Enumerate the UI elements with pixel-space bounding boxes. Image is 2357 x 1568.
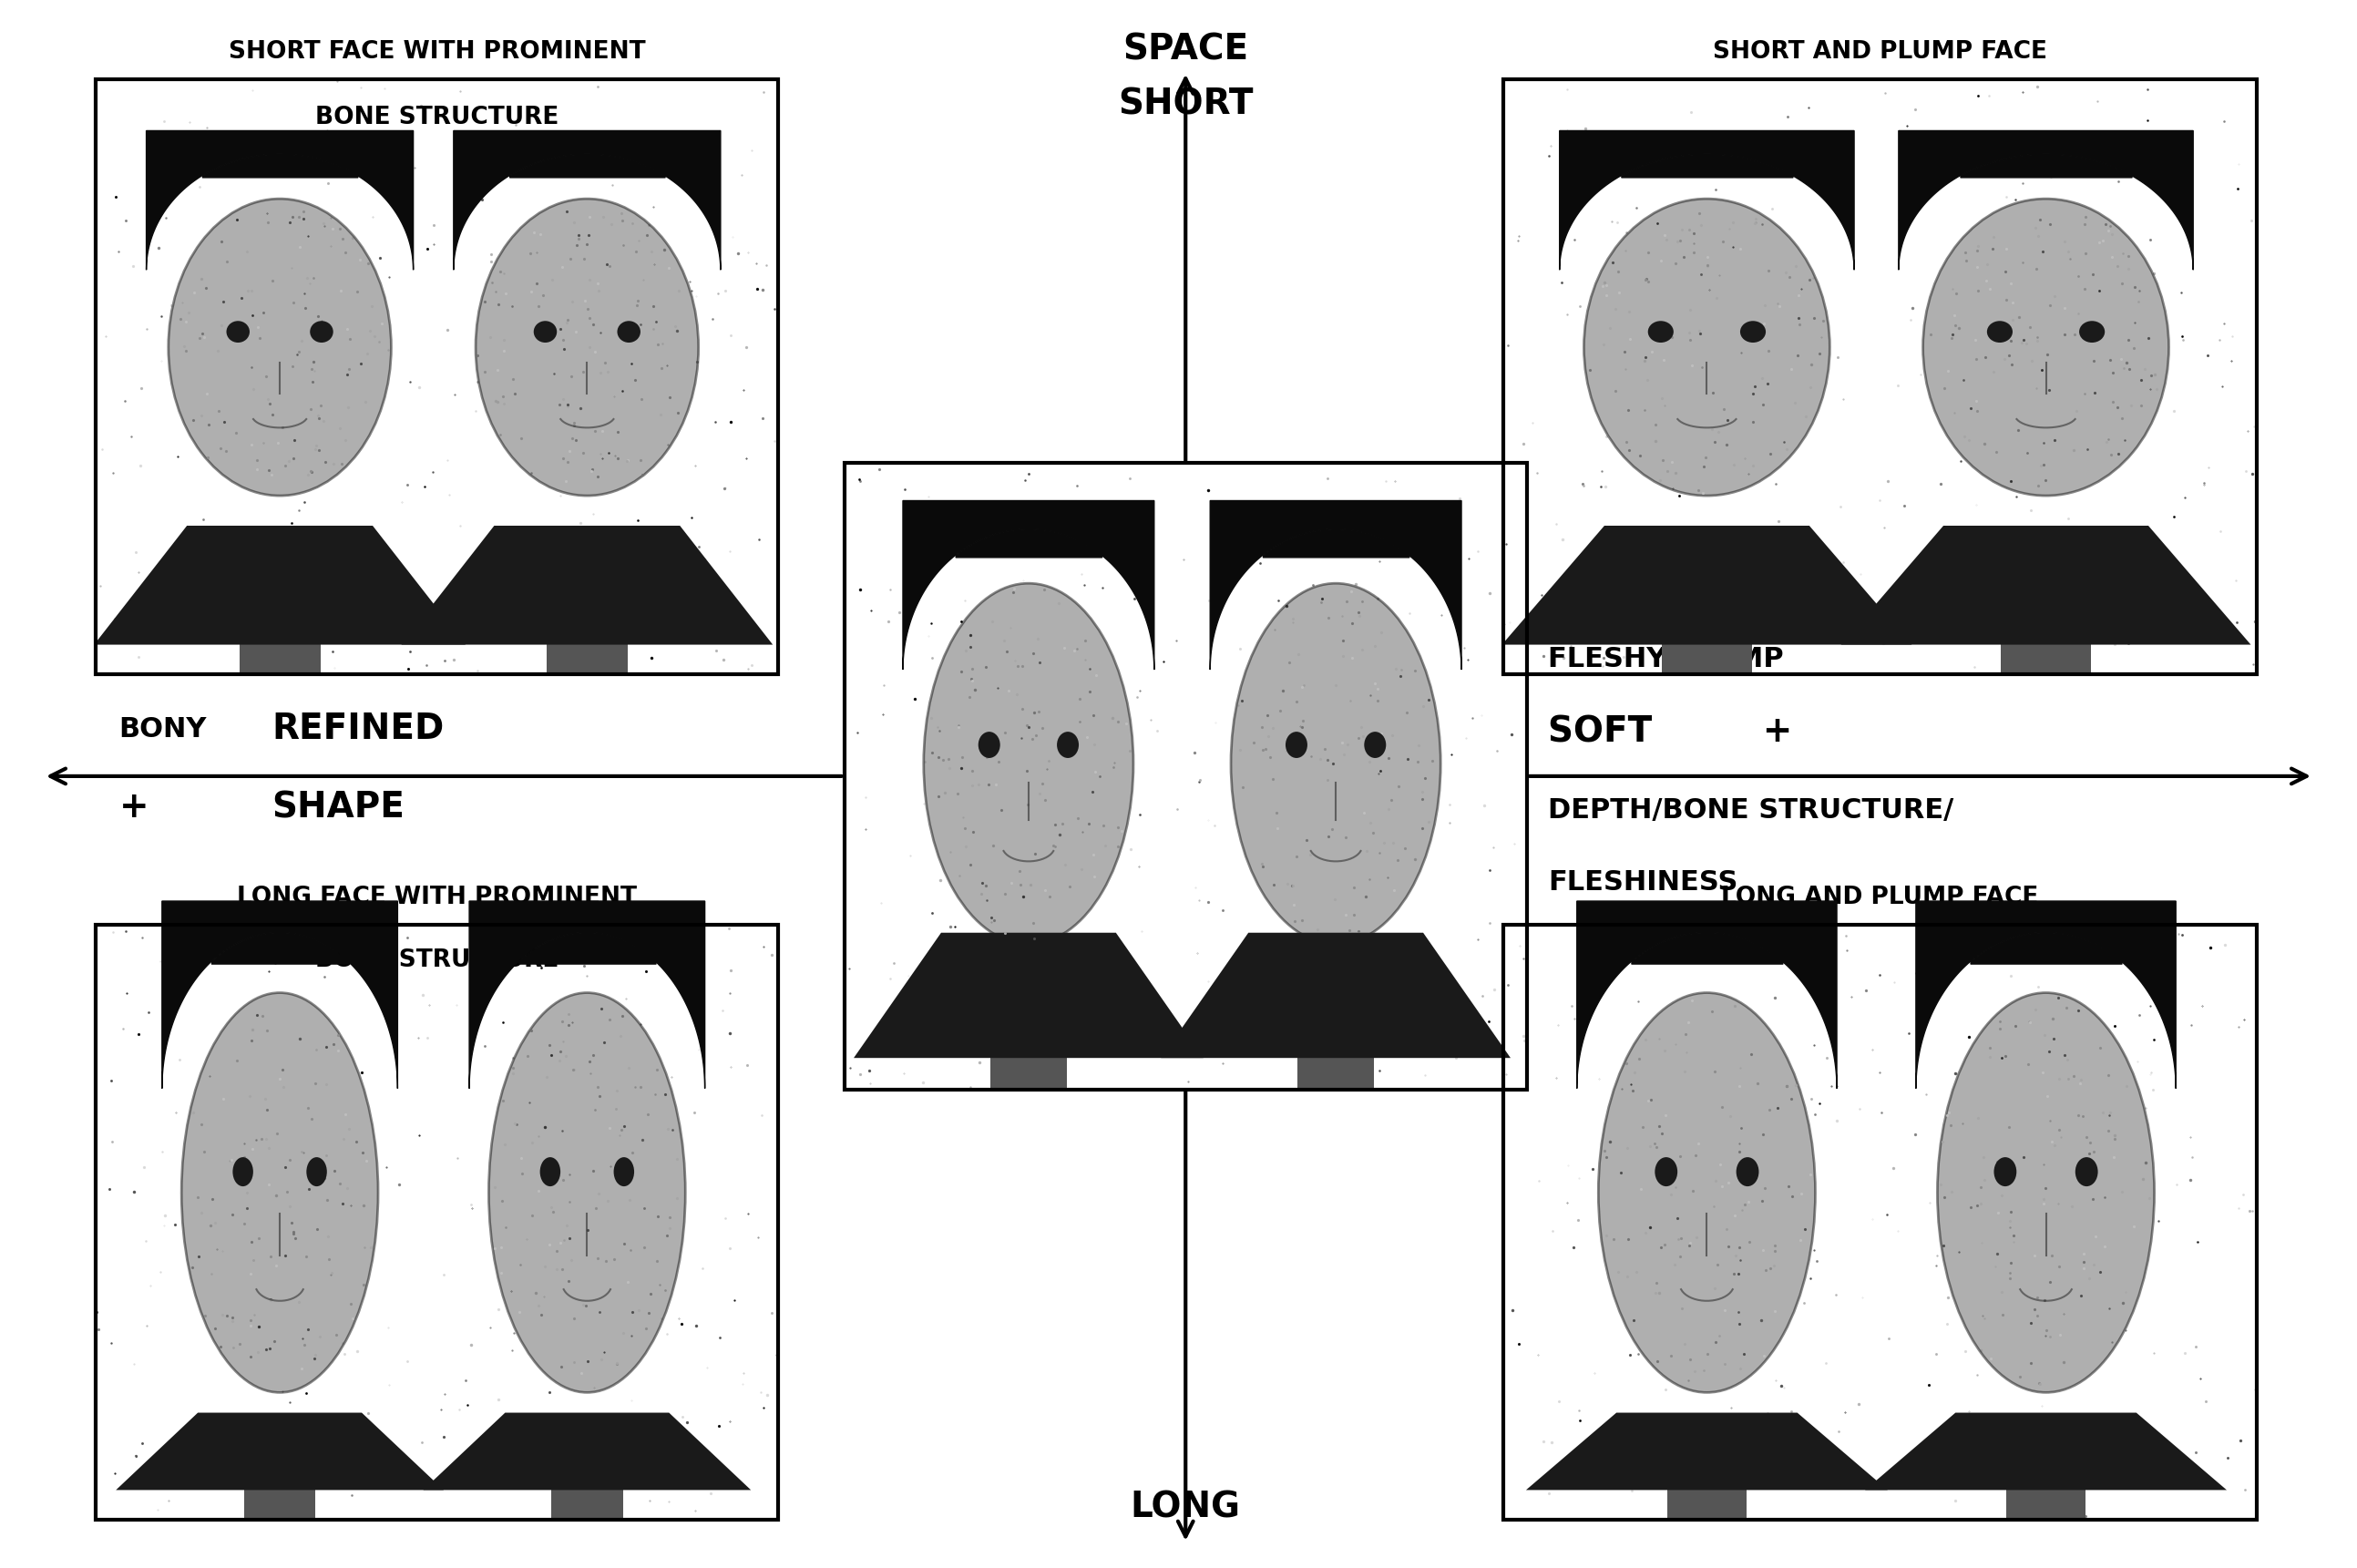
Polygon shape: [903, 500, 1155, 670]
Ellipse shape: [1923, 199, 2168, 495]
Polygon shape: [1525, 1413, 1888, 1490]
Text: DEPTH/BONE STRUCTURE/: DEPTH/BONE STRUCTURE/: [1549, 798, 1954, 823]
Text: LONG AND PLUMP FACE: LONG AND PLUMP FACE: [1721, 886, 2039, 909]
Ellipse shape: [2079, 321, 2105, 342]
Bar: [94, 80, 778, 674]
Ellipse shape: [2074, 1157, 2098, 1187]
Text: SHORT: SHORT: [1117, 88, 1254, 122]
Polygon shape: [853, 933, 1204, 1058]
Bar: [844, 463, 1527, 1090]
Bar: [990, 983, 1068, 1090]
Ellipse shape: [613, 1157, 634, 1187]
Ellipse shape: [533, 321, 556, 342]
Text: LONG FACE WITH PROMINENT: LONG FACE WITH PROMINENT: [236, 886, 636, 909]
Text: +: +: [118, 790, 148, 825]
Polygon shape: [1501, 525, 1912, 644]
Ellipse shape: [233, 1157, 252, 1187]
Bar: [1666, 1417, 1747, 1519]
Ellipse shape: [1994, 1157, 2018, 1187]
Text: BONE STRUCTURE: BONE STRUCTURE: [316, 949, 559, 972]
Bar: [94, 925, 778, 1519]
Ellipse shape: [1598, 993, 1815, 1392]
Ellipse shape: [226, 321, 250, 342]
Bar: [1504, 925, 2258, 1519]
Bar: [1504, 80, 2258, 674]
Ellipse shape: [1056, 732, 1080, 757]
Ellipse shape: [618, 321, 641, 342]
Bar: [552, 1417, 622, 1519]
Ellipse shape: [978, 732, 999, 757]
Polygon shape: [1841, 525, 2251, 644]
Ellipse shape: [1285, 732, 1308, 757]
Text: LONG: LONG: [1131, 1490, 1240, 1524]
Text: SHORT FACE WITH PROMINENT: SHORT FACE WITH PROMINENT: [229, 41, 646, 64]
Polygon shape: [115, 1413, 443, 1490]
Polygon shape: [163, 902, 398, 1088]
Polygon shape: [1560, 130, 1855, 270]
Text: FLESHINESS: FLESHINESS: [1549, 869, 1737, 895]
Ellipse shape: [1655, 1157, 1678, 1187]
Text: BONY: BONY: [118, 717, 207, 742]
Ellipse shape: [540, 1157, 561, 1187]
Text: SHORT AND PLUMP FACE: SHORT AND PLUMP FACE: [1714, 41, 2048, 64]
Ellipse shape: [1648, 321, 1673, 342]
Bar: [2001, 572, 2091, 674]
Polygon shape: [1209, 500, 1461, 670]
Ellipse shape: [488, 993, 686, 1392]
Polygon shape: [1900, 130, 2192, 270]
Polygon shape: [1864, 1413, 2227, 1490]
Ellipse shape: [1739, 321, 1765, 342]
Text: BONE STRUCTURE: BONE STRUCTURE: [316, 107, 559, 130]
Polygon shape: [146, 130, 412, 270]
Text: SOFT         +: SOFT +: [1549, 715, 1794, 750]
Text: REFINED: REFINED: [271, 712, 445, 746]
Ellipse shape: [181, 993, 377, 1392]
Polygon shape: [94, 525, 467, 644]
Bar: [1662, 572, 1751, 674]
Ellipse shape: [1737, 1157, 1758, 1187]
Polygon shape: [1916, 902, 2176, 1088]
Bar: [1299, 983, 1374, 1090]
Bar: [245, 1417, 316, 1519]
Ellipse shape: [167, 199, 391, 495]
Bar: [547, 572, 627, 674]
Ellipse shape: [1230, 583, 1440, 944]
Ellipse shape: [924, 583, 1134, 944]
Ellipse shape: [1987, 321, 2013, 342]
Bar: [2006, 1417, 2086, 1519]
Text: FLESHY PLUMP: FLESHY PLUMP: [1549, 646, 1784, 673]
Ellipse shape: [1365, 732, 1386, 757]
Text: SPACE: SPACE: [1122, 33, 1249, 67]
Polygon shape: [1577, 902, 1836, 1088]
Ellipse shape: [306, 1157, 328, 1187]
Polygon shape: [1162, 933, 1511, 1058]
Ellipse shape: [1584, 199, 1829, 495]
Ellipse shape: [311, 321, 332, 342]
Ellipse shape: [1937, 993, 2154, 1392]
Bar: [238, 572, 321, 674]
Ellipse shape: [476, 199, 698, 495]
Text: SHAPE: SHAPE: [271, 790, 405, 825]
Polygon shape: [469, 902, 705, 1088]
Polygon shape: [453, 130, 721, 270]
Polygon shape: [401, 525, 773, 644]
Polygon shape: [424, 1413, 752, 1490]
